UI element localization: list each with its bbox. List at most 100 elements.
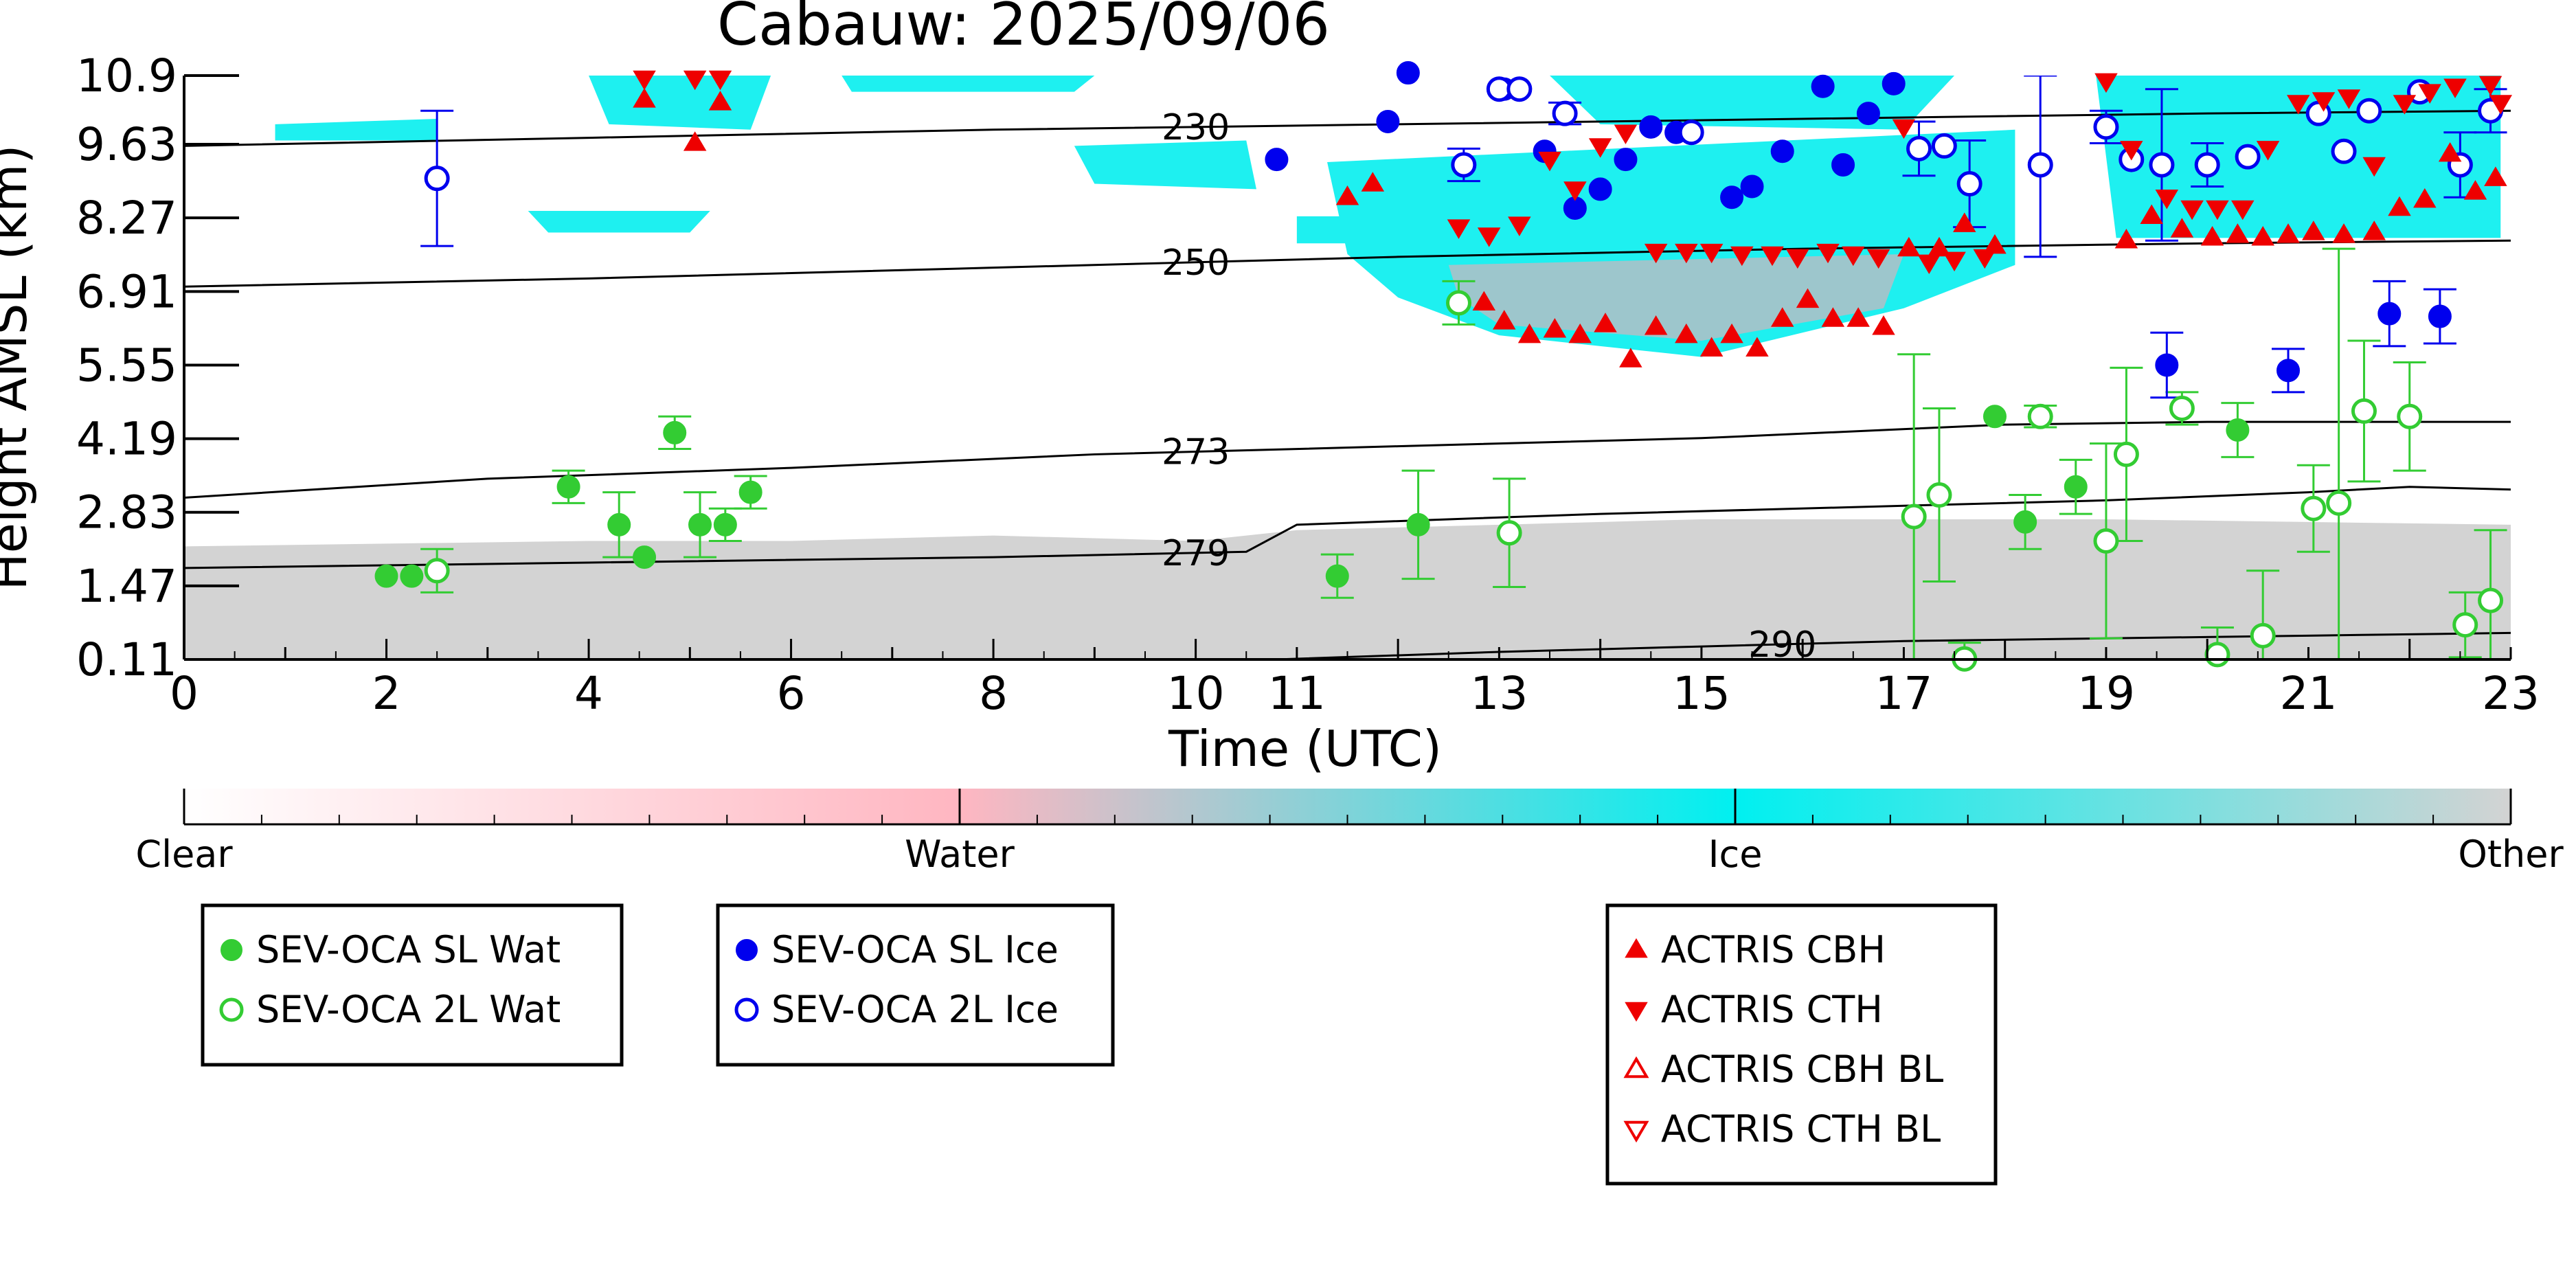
data-point [1973, 249, 1996, 269]
mask-ice-region-1 [589, 76, 771, 130]
legend-label: SEV-OCA 2L Wat [256, 988, 561, 1031]
data-point [2377, 302, 2402, 326]
data-point [2276, 223, 2300, 243]
data-point [2013, 510, 2037, 534]
data-point [556, 475, 580, 499]
data-point [2170, 218, 2194, 238]
data-point [1866, 249, 1890, 269]
data-point [1730, 246, 1754, 267]
data-point [2302, 221, 2325, 240]
isotherm-273 [184, 420, 2511, 499]
data-point [1376, 109, 1400, 133]
data-point [2332, 223, 2355, 243]
mask-ice-region-3 [1074, 140, 1256, 190]
legend-marker [734, 997, 759, 1022]
y-tick-label: 2.83 [76, 486, 177, 539]
legend-marker [1625, 1002, 1648, 1022]
mask-mixed-region [1448, 253, 1904, 341]
data-point [2226, 418, 2250, 442]
data-point [1892, 119, 1916, 139]
data-point [2443, 78, 2467, 99]
legend-box-3 [1605, 903, 1998, 1186]
colorbar-label-clear: Clear [135, 833, 233, 876]
data-point [2413, 188, 2437, 208]
data-point [2397, 403, 2423, 429]
data-point [1568, 323, 1592, 343]
y-axis-label: Height AMSL (km) [0, 145, 38, 591]
data-point [1447, 219, 1471, 239]
data-point [708, 91, 732, 111]
chart-title: Cabauw: 2025/09/06 [717, 0, 1330, 59]
data-point [1745, 337, 1769, 357]
data-point [1335, 185, 1359, 205]
data-point [424, 166, 450, 192]
data-point [1821, 307, 1845, 327]
legend-label: SEV-OCA SL Wat [256, 928, 561, 971]
data-point [1699, 243, 1724, 264]
legend-marker [1625, 938, 1648, 958]
y-tick-label: 6.91 [76, 265, 177, 318]
legend-box-2 [716, 903, 1115, 1067]
data-point [2331, 138, 2357, 164]
x-tick-label: 0 [170, 667, 199, 720]
data-point [1926, 482, 1952, 508]
data-point [2114, 228, 2138, 249]
data-point [2113, 441, 2139, 467]
data-point [2093, 114, 2119, 140]
data-point [708, 70, 732, 91]
data-point [374, 564, 398, 588]
isotherm-label-250: 250 [1162, 242, 1230, 284]
isotherm-label-273: 273 [1162, 431, 1230, 473]
isotherm-label-290: 290 [1748, 624, 1816, 666]
data-point [2027, 152, 2053, 178]
legend-box-1 [201, 903, 624, 1067]
data-point [2180, 200, 2204, 221]
mask-ice-region-8 [1296, 216, 1388, 244]
legend-label: ACTRIS CBH [1661, 928, 1886, 971]
y-tick-label: 5.55 [76, 339, 177, 392]
legend-label: ACTRIS CBH BL [1661, 1048, 1943, 1091]
data-point [1872, 315, 1895, 335]
x-tick-label: 11 [1268, 667, 1326, 720]
data-point [2478, 587, 2504, 613]
data-point [1496, 520, 1522, 546]
data-point [2418, 84, 2441, 104]
x-tick-label: 6 [777, 667, 806, 720]
x-tick-label: 21 [2279, 667, 2337, 720]
data-point [1396, 61, 1420, 85]
data-point [2428, 304, 2452, 328]
data-point [1445, 290, 1471, 316]
data-point [1675, 323, 1698, 343]
data-point [1831, 152, 1855, 177]
data-point [1588, 177, 1612, 201]
data-point [2393, 95, 2417, 115]
data-point [1543, 317, 1567, 338]
data-point [2452, 612, 2478, 638]
data-point [2356, 98, 2382, 124]
data-point [2438, 142, 2462, 162]
y-tick-label: 8.27 [76, 192, 177, 245]
data-point [1538, 151, 1561, 172]
data-point [2226, 223, 2250, 243]
data-point [1472, 291, 1496, 311]
data-point [2301, 495, 2327, 521]
data-point [2093, 528, 2119, 554]
data-point [663, 420, 687, 444]
data-point [2169, 395, 2195, 421]
colorbar-label-other: Other [2458, 833, 2564, 876]
x-tick-label: 15 [1673, 667, 1730, 720]
data-point [633, 70, 656, 91]
data-point [400, 564, 424, 588]
data-point [2140, 204, 2163, 225]
data-point [1493, 310, 1516, 330]
legend-marker [219, 997, 244, 1022]
colorbar: Clear Water Ice Other [135, 789, 2564, 876]
data-point [1639, 115, 1663, 139]
mask-ice-region-2 [841, 76, 1095, 92]
colorbar-label-ice: Ice [1708, 833, 1763, 876]
legend-label: SEV-OCA 2L Ice [771, 988, 1059, 1031]
data-point [424, 558, 450, 584]
data-point [1517, 323, 1541, 343]
data-point [2489, 95, 2513, 115]
